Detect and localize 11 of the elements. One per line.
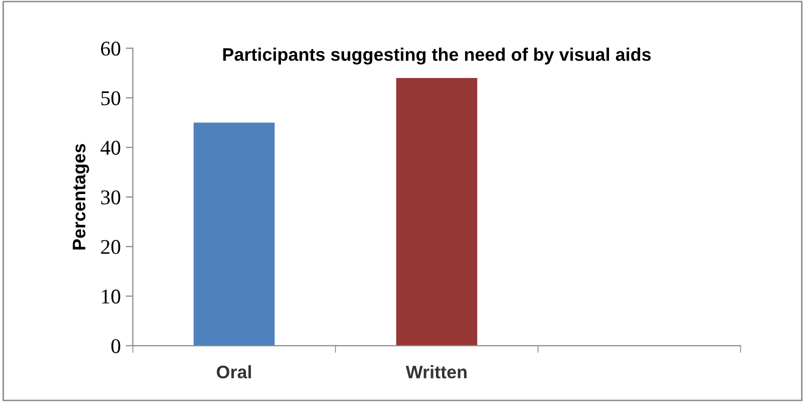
y-tick-label: 50	[101, 91, 120, 106]
y-tick-label: 60	[101, 42, 120, 56]
x-tick-label: Oral	[216, 365, 251, 378]
y-tick-label: 10	[102, 290, 120, 304]
chart-title: Participants suggesting the need of by visual aids	[223, 48, 651, 65]
y-tick-label: 20	[101, 240, 120, 254]
y-axis-title: Percentages	[72, 144, 90, 250]
y-tick-label: 30	[101, 190, 120, 204]
y-tick-label: 40	[100, 140, 120, 155]
y-tick-label: 0	[111, 339, 120, 354]
x-tick-label: Written	[406, 365, 467, 378]
